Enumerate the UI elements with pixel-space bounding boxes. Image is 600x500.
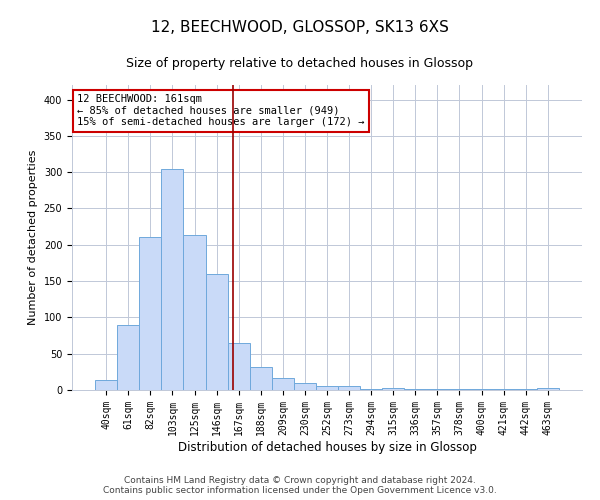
Text: 12, BEECHWOOD, GLOSSOP, SK13 6XS: 12, BEECHWOOD, GLOSSOP, SK13 6XS [151, 20, 449, 35]
Y-axis label: Number of detached properties: Number of detached properties [28, 150, 38, 325]
Bar [316, 386, 338, 390]
Bar [250, 368, 272, 390]
Bar [206, 274, 227, 390]
Text: Size of property relative to detached houses in Glossop: Size of property relative to detached ho… [127, 58, 473, 70]
Text: Contains HM Land Registry data © Crown copyright and database right 2024.
Contai: Contains HM Land Registry data © Crown c… [103, 476, 497, 495]
Bar [427, 388, 448, 390]
Bar [184, 236, 206, 390]
Bar [139, 237, 161, 390]
Bar [161, 169, 184, 390]
Bar [537, 388, 559, 390]
Bar [227, 343, 250, 390]
Text: 12 BEECHWOOD: 161sqm
← 85% of detached houses are smaller (949)
15% of semi-deta: 12 BEECHWOOD: 161sqm ← 85% of detached h… [77, 94, 365, 128]
X-axis label: Distribution of detached houses by size in Glossop: Distribution of detached houses by size … [178, 440, 476, 454]
Bar [294, 384, 316, 390]
Bar [338, 386, 360, 390]
Bar [382, 388, 404, 390]
Bar [117, 326, 139, 390]
Bar [470, 388, 493, 390]
Bar [272, 378, 294, 390]
Bar [95, 380, 117, 390]
